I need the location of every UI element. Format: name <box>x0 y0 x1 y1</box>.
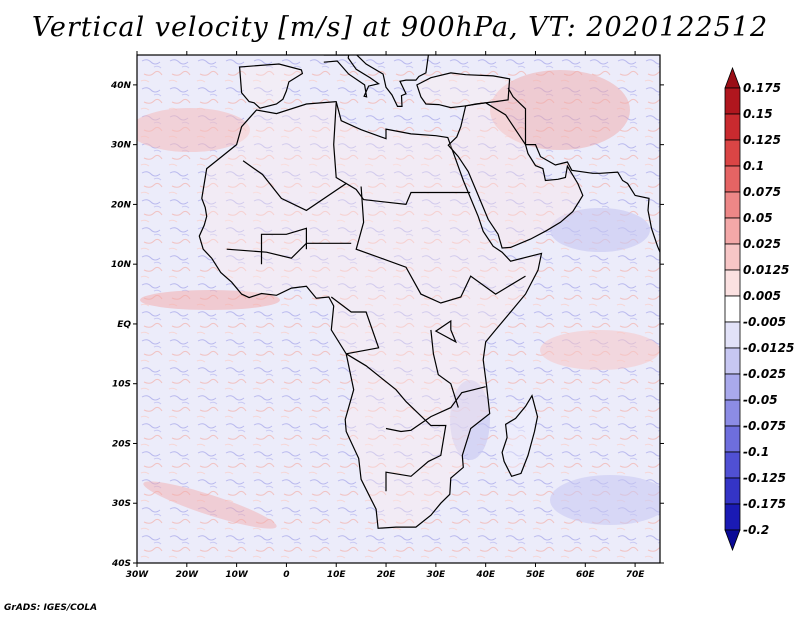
country-border <box>345 353 447 492</box>
lon-label: 50E <box>526 570 546 580</box>
colorbar-swatch <box>724 139 741 167</box>
arabia-coastline <box>447 102 584 249</box>
colorbar-swatch <box>724 477 741 505</box>
lat-label: 40N <box>110 81 132 91</box>
iberia-coastline <box>238 63 304 109</box>
colorbar-swatch <box>724 425 741 453</box>
lat-label: 10N <box>111 260 132 270</box>
lon-label: 10W <box>225 570 249 580</box>
credit-footer: GrADS: IGES/COLA <box>4 603 98 613</box>
country-border <box>355 186 526 304</box>
colorbar-label: 0.175 <box>743 81 781 95</box>
country-border <box>430 329 459 408</box>
country-border <box>385 386 486 433</box>
colorbar-label: -0.1 <box>743 445 769 459</box>
map-panel <box>137 55 660 563</box>
land-outlines <box>198 55 660 529</box>
turkey-coastline <box>416 72 511 109</box>
lat-label: 10S <box>112 380 131 390</box>
country-border <box>333 102 347 185</box>
colorbar-label: -0.0125 <box>743 341 794 355</box>
lat-label: 40S <box>111 559 131 569</box>
colorbar-swatch <box>724 87 741 115</box>
colorbar-swatch <box>724 347 741 375</box>
colorbar-label: -0.05 <box>743 393 778 407</box>
field-shading <box>137 70 660 529</box>
colorbar-label: 0.1 <box>743 159 764 173</box>
madagascar-coastline <box>501 394 539 478</box>
lon-label: 70E <box>626 570 646 580</box>
latitude-axis: 40N 30N 20N 10N EQ 10S 20S 30S 40S <box>110 81 664 569</box>
colorbar-label: 0.05 <box>743 211 773 225</box>
colorbar-swatch <box>724 295 741 323</box>
colorbar-label: 0.005 <box>743 289 781 303</box>
colorbar-label: 0.0125 <box>743 263 789 277</box>
lat-label: 30S <box>112 499 131 509</box>
colorbar-label: -0.175 <box>743 497 786 511</box>
map-title: Vertical velocity [m/s] at 900hPa, VT: 2… <box>31 12 769 43</box>
lon-label: 40E <box>475 570 496 580</box>
colorbar-label: 0.025 <box>743 237 781 251</box>
lon-label: 0 <box>283 570 289 580</box>
lon-label: 30E <box>427 570 447 580</box>
colorbar-label: 0.125 <box>743 133 781 147</box>
lon-label: 20W <box>176 570 200 580</box>
country-border <box>242 160 471 212</box>
colorbar-label: -0.005 <box>743 315 786 329</box>
colorbar-label: 0.075 <box>743 185 781 199</box>
lat-label: 20N <box>111 200 132 210</box>
lon-label: 30W <box>126 570 150 580</box>
colorbar-label: -0.025 <box>743 367 786 381</box>
colorbar-swatch <box>724 243 741 271</box>
colorbar-swatch <box>724 269 741 297</box>
colorbar-swatch <box>724 113 741 141</box>
balkans-coastline <box>355 55 429 107</box>
longitude-axis: 30W 20W 10W 0 10E 20E 30E 40E 50E 60E 70E <box>126 51 646 580</box>
colorbar-label: -0.125 <box>743 471 786 485</box>
colorbar-swatch <box>724 503 741 531</box>
colorbar-label: -0.075 <box>743 419 786 433</box>
colorbar-swatch <box>724 321 741 349</box>
colorbar-swatch <box>724 373 741 401</box>
italy-coastline <box>323 55 381 98</box>
colorbar-swatch <box>724 191 741 219</box>
colorbar-bottom-arrow <box>724 529 741 552</box>
country-border <box>434 319 458 344</box>
africa-coastline <box>198 100 543 529</box>
colorbar-swatch <box>724 399 741 427</box>
lat-label: 20S <box>112 439 131 449</box>
country-border <box>226 242 352 259</box>
colorbar-top-arrow <box>724 66 741 89</box>
country-border <box>260 227 307 265</box>
colorbar-swatch <box>724 217 741 245</box>
iran-coastline <box>507 87 660 253</box>
lon-label: 60E <box>576 570 596 580</box>
lat-label: 30N <box>111 141 132 151</box>
colorbar-swatch <box>724 165 741 193</box>
lat-label: EQ <box>117 320 131 330</box>
country-border <box>330 296 380 355</box>
colorbar-swatch <box>724 451 741 479</box>
map-frame <box>136 54 661 564</box>
lon-label: 10E <box>327 570 347 580</box>
lon-label: 20E <box>377 570 397 580</box>
colorbar: 0.175 0.15 0.125 0.1 0.075 0.05 0.025 0.0125 0.0… <box>724 66 794 552</box>
colorbar-label: 0.15 <box>743 107 773 121</box>
colorbar-label: -0.2 <box>743 523 769 537</box>
